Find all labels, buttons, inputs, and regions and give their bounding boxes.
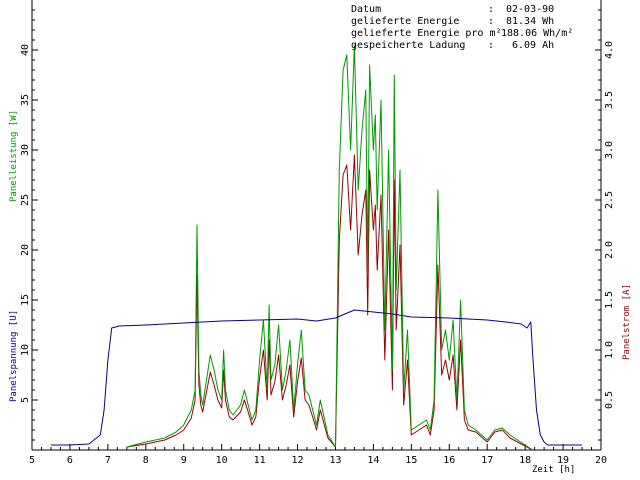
x-tick-label: 8 xyxy=(143,455,149,466)
info-label-energy: gelieferte Energie xyxy=(351,16,459,27)
left-axis-ticks: 5 10 15 20 25 30 35 40 xyxy=(20,9,38,441)
voltage-series-line xyxy=(51,309,582,446)
left-axis-title-voltage: Panelspannung [U] xyxy=(9,310,19,402)
info-label-energy-per-m2: gelieferte Energie pro m² xyxy=(351,28,502,39)
x-tick-label: 6 xyxy=(67,455,73,466)
right-tick-label: 0.5 xyxy=(604,391,615,409)
x-tick-label: 18 xyxy=(519,455,531,466)
right-tick-label: 3.5 xyxy=(604,91,615,109)
x-tick-label: 10 xyxy=(216,455,228,466)
x-tick-label: 7 xyxy=(105,455,111,466)
left-axis-title-power: Panelleistung [W] xyxy=(9,110,19,202)
x-tick-label: 15 xyxy=(405,455,417,466)
info-colon-date: : xyxy=(488,4,494,15)
info-colon-charge: : xyxy=(488,40,494,51)
info-value-energy: 81.34 Wh xyxy=(506,16,554,27)
x-tick-label: 14 xyxy=(367,455,379,466)
info-value-energy-per-m2: 188.06 Wh/m² xyxy=(501,28,573,39)
info-label-date: Datum xyxy=(351,4,381,15)
x-tick-label: 20 xyxy=(595,455,607,466)
left-tick-label: 40 xyxy=(20,44,31,56)
x-tick-label: 5 xyxy=(29,455,35,466)
x-tick-label: 13 xyxy=(329,455,341,466)
right-tick-label: 3.0 xyxy=(604,141,615,159)
x-tick-label: 17 xyxy=(481,455,493,466)
x-axis-title: Zeit [h] xyxy=(532,465,575,475)
right-tick-label: 1.5 xyxy=(604,291,615,309)
info-block: Datum : 02-03-90 gelieferte Energie : 81… xyxy=(351,4,573,51)
info-value-date: 02-03-90 xyxy=(506,4,554,15)
info-colon-energy: : xyxy=(488,16,494,27)
x-axis-ticks: 5 6 7 8 9 10 11 12 13 14 15 16 17 18 19 20 xyxy=(29,444,607,466)
right-axis-title-current: Panelstrom [A] xyxy=(622,284,632,360)
left-tick-label: 35 xyxy=(20,94,31,106)
left-tick-label: 5 xyxy=(20,397,31,403)
x-tick-label: 11 xyxy=(254,455,266,466)
x-tick-label: 19 xyxy=(557,455,569,466)
right-tick-label: 1.0 xyxy=(604,341,615,359)
right-tick-label: 4.0 xyxy=(604,41,615,59)
right-tick-label: 2.5 xyxy=(604,191,615,209)
right-tick-label: 2.0 xyxy=(604,241,615,259)
x-tick-label: 16 xyxy=(443,455,455,466)
left-tick-label: 25 xyxy=(20,194,31,206)
power-series-line xyxy=(126,44,533,451)
left-tick-label: 20 xyxy=(20,244,31,256)
info-value-charge: 6.09 Ah xyxy=(512,40,554,51)
x-tick-label: 9 xyxy=(181,455,187,466)
series-layer xyxy=(51,44,582,451)
info-label-charge: gespeicherte Ladung xyxy=(351,40,465,51)
right-axis-ticks: 0.5 1.0 1.5 2.0 2.5 3.0 3.5 4.0 xyxy=(595,9,615,441)
x-tick-label: 12 xyxy=(292,455,304,466)
left-tick-label: 10 xyxy=(20,344,31,356)
left-tick-label: 30 xyxy=(20,144,31,156)
left-tick-label: 15 xyxy=(20,294,31,306)
